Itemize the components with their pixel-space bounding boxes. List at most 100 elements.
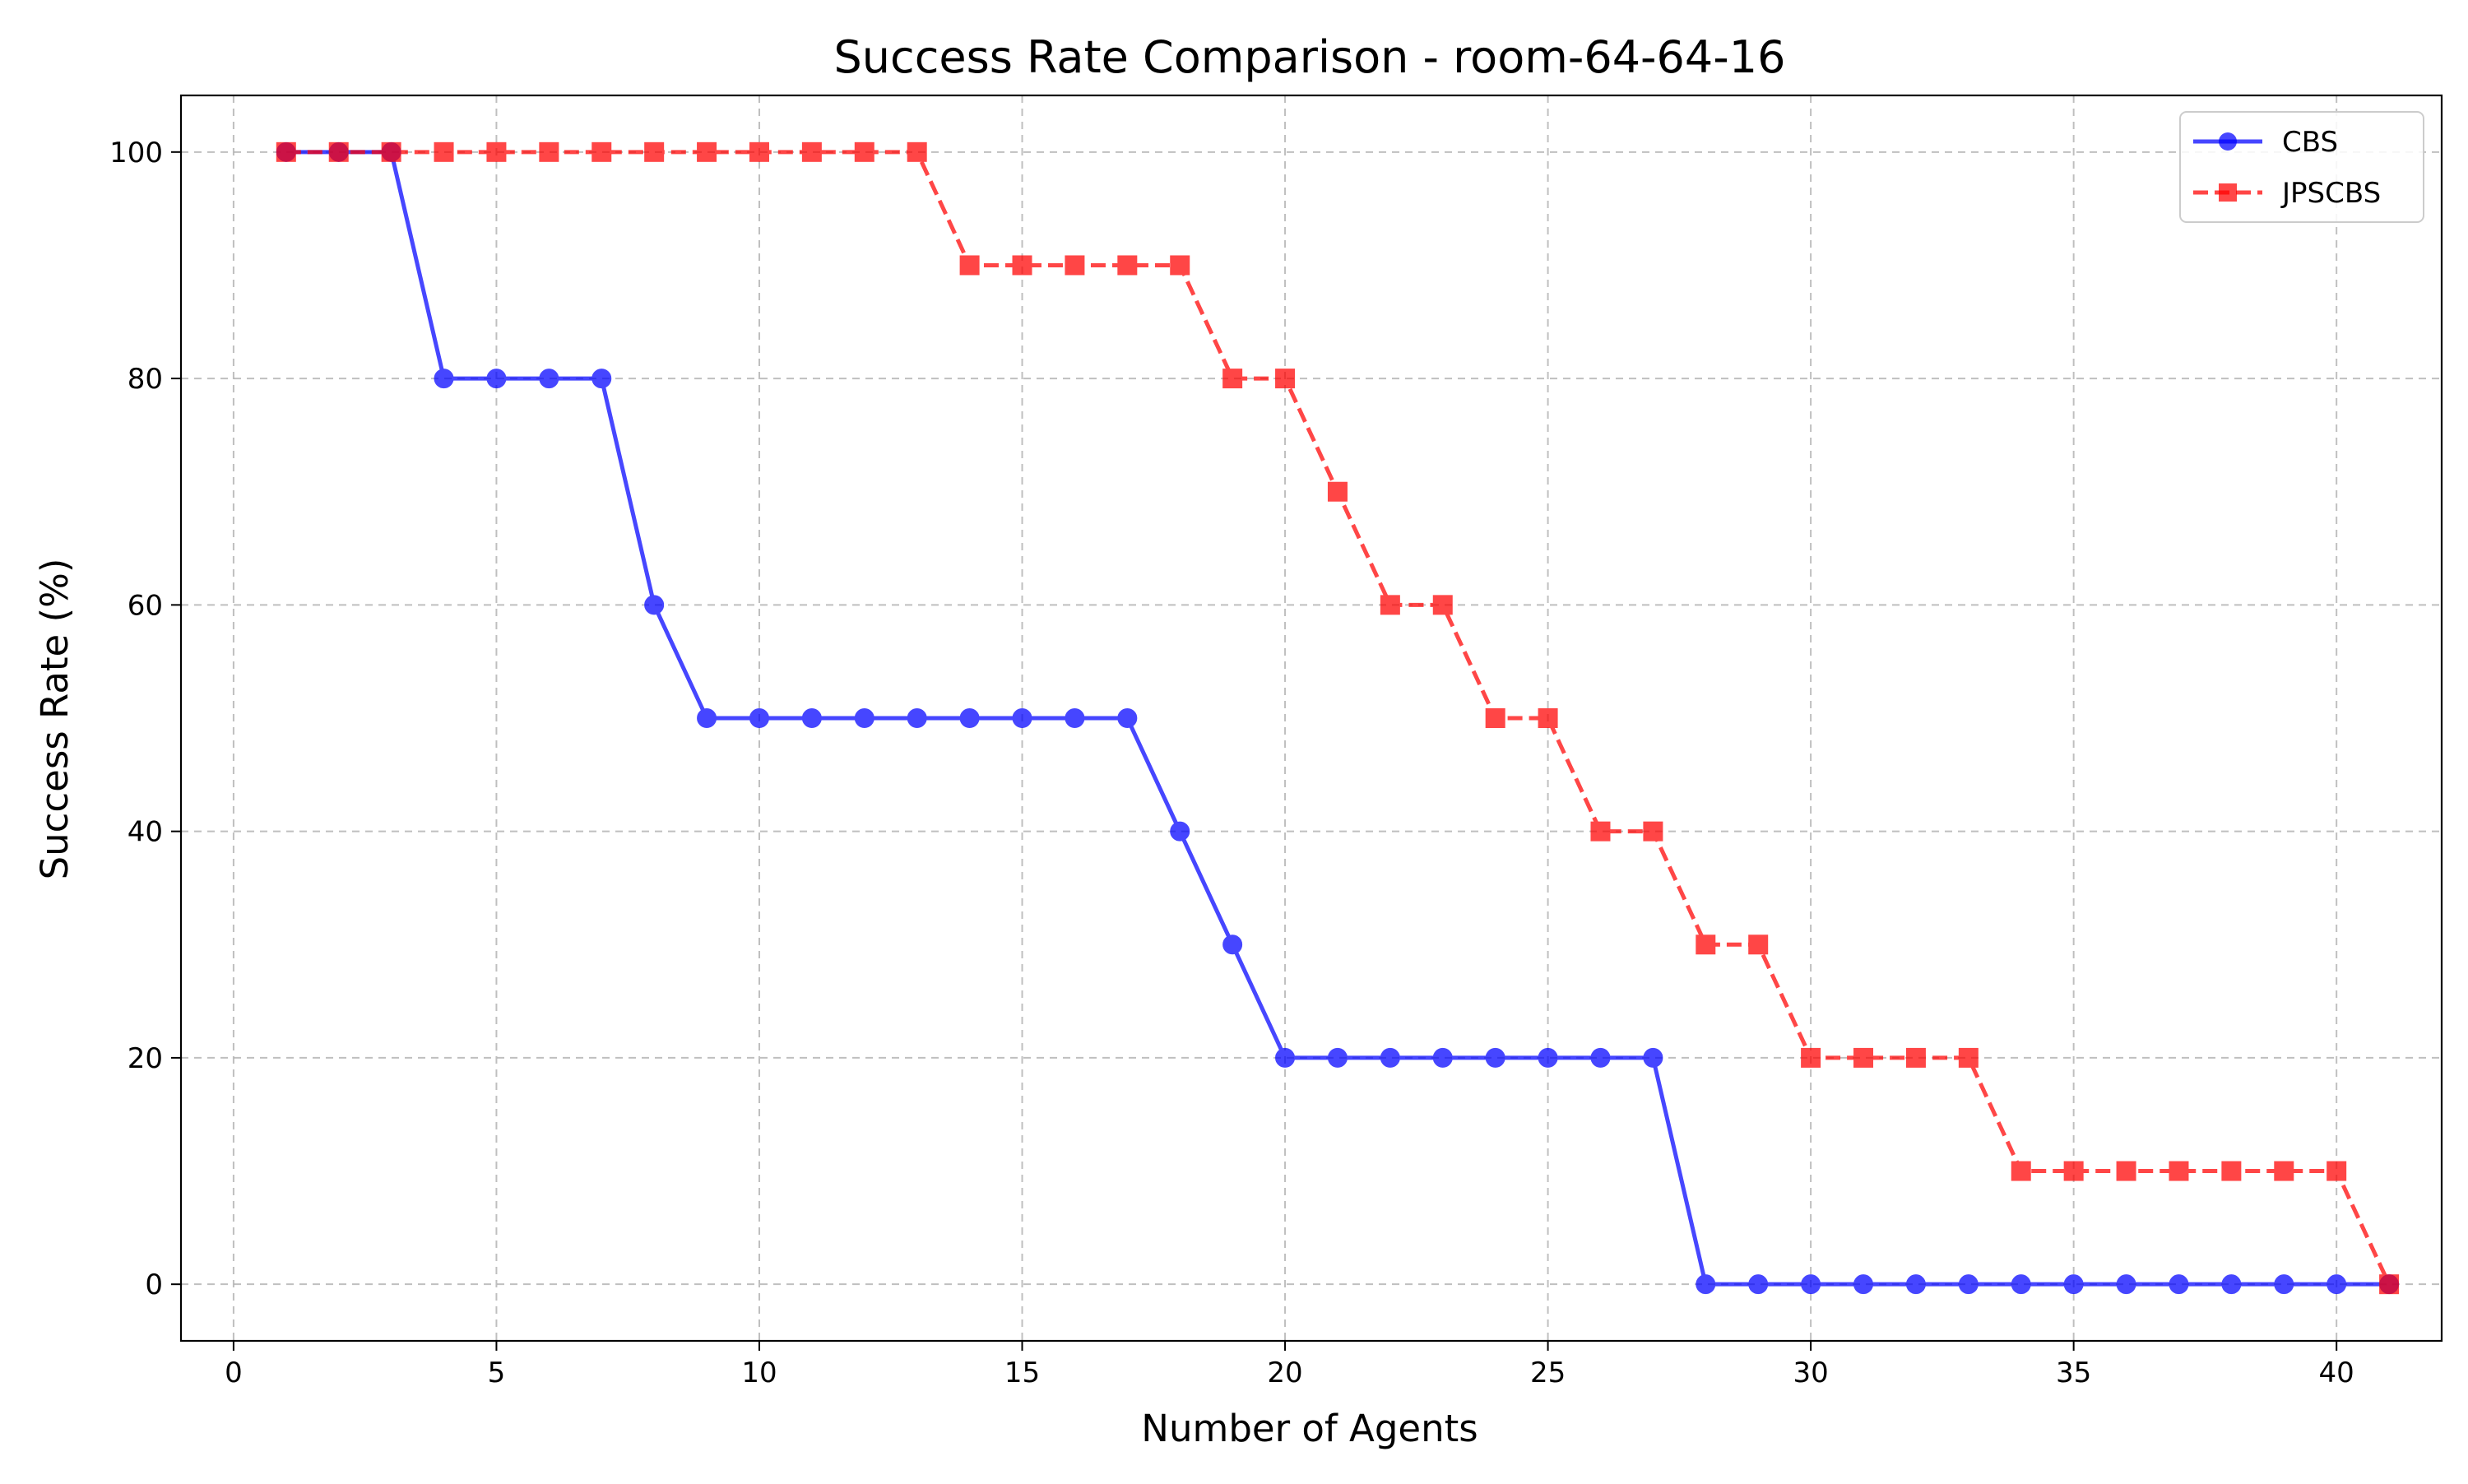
data-point — [1327, 481, 1348, 502]
data-point — [644, 595, 665, 615]
data-point — [1905, 1274, 1926, 1295]
data-point — [1643, 821, 1663, 842]
data-point — [2011, 1161, 2031, 1181]
data-point — [1222, 934, 1243, 955]
legend-item-jpscbs: JPSCBS — [2193, 177, 2381, 210]
data-point — [2221, 1274, 2242, 1295]
y-tick-label: 80 — [128, 363, 163, 396]
y-axis-label: Success Rate (%) — [33, 559, 77, 880]
x-tick-label: 20 — [1267, 1356, 1302, 1389]
data-point — [1065, 708, 1085, 728]
data-point — [854, 141, 874, 162]
data-point — [591, 141, 612, 162]
data-point — [1117, 255, 1138, 276]
series-jpscbs — [276, 141, 2400, 1295]
series-layer — [276, 141, 2400, 1295]
x-tick-label: 35 — [2056, 1356, 2091, 1389]
data-point — [1432, 1047, 1453, 1068]
x-tick-label: 25 — [1530, 1356, 1566, 1389]
data-point — [1853, 1274, 1874, 1295]
data-point — [1170, 255, 1190, 276]
data-point — [2116, 1274, 2136, 1295]
data-point — [1327, 1047, 1348, 1068]
data-point — [486, 141, 507, 162]
data-point — [1801, 1274, 1821, 1295]
data-point — [1696, 1274, 1716, 1295]
data-point — [1643, 1047, 1663, 1068]
data-point — [1275, 1047, 1296, 1068]
data-point — [1748, 1274, 1769, 1295]
data-point — [486, 369, 507, 389]
data-point — [1853, 1047, 1874, 1068]
data-point — [644, 141, 665, 162]
data-point — [2274, 1274, 2294, 1295]
data-point — [1012, 255, 1032, 276]
data-point — [2379, 1274, 2400, 1295]
data-point — [2221, 1161, 2242, 1181]
data-point — [1958, 1047, 1979, 1068]
data-point — [801, 141, 822, 162]
data-point — [697, 141, 717, 162]
x-tick-label: 10 — [741, 1356, 777, 1389]
data-point — [2327, 1274, 2347, 1295]
data-point — [1905, 1047, 1926, 1068]
legend-marker — [2219, 132, 2237, 151]
data-point — [276, 141, 296, 162]
data-point — [1538, 1047, 1558, 1068]
data-point — [1432, 595, 1453, 615]
data-point — [1380, 1047, 1400, 1068]
data-point — [1380, 595, 1400, 615]
data-point — [1065, 255, 1085, 276]
data-point — [2327, 1161, 2347, 1181]
data-point — [749, 141, 769, 162]
data-point — [2274, 1161, 2294, 1181]
data-point — [381, 141, 401, 162]
legend-marker — [2219, 183, 2237, 202]
plot-frame — [179, 94, 2443, 1343]
data-point — [907, 141, 927, 162]
y-tick-label: 40 — [128, 816, 163, 849]
data-point — [2011, 1274, 2031, 1295]
y-tick-label: 0 — [145, 1268, 163, 1301]
data-point — [1748, 934, 1769, 955]
x-axis-label: Number of Agents — [1141, 1407, 1478, 1450]
data-point — [697, 708, 717, 728]
y-tick-label: 60 — [128, 589, 163, 622]
data-point — [2169, 1161, 2189, 1181]
data-point — [2063, 1274, 2084, 1295]
chart-title: Success Rate Comparison - room-64-64-16 — [834, 31, 1786, 83]
data-point — [1117, 708, 1138, 728]
data-point — [539, 369, 559, 389]
data-point — [1485, 1047, 1505, 1068]
y-tick-label: 20 — [128, 1042, 163, 1075]
data-point — [801, 708, 822, 728]
x-tick-label: 40 — [2319, 1356, 2354, 1389]
data-point — [539, 141, 559, 162]
data-point — [959, 255, 980, 276]
data-point — [959, 708, 980, 728]
data-point — [1538, 708, 1558, 728]
legend-label: JPSCBS — [2280, 177, 2381, 210]
data-point — [434, 141, 454, 162]
data-point — [2116, 1161, 2136, 1181]
data-point — [854, 708, 874, 728]
y-tick-label: 100 — [109, 137, 163, 169]
data-point — [2063, 1161, 2084, 1181]
legend-item-cbs: CBS — [2193, 126, 2338, 159]
data-point — [1222, 369, 1243, 389]
x-tick-label: 0 — [225, 1356, 243, 1389]
data-point — [1485, 708, 1505, 728]
x-tick-label: 5 — [488, 1356, 506, 1389]
data-point — [434, 369, 454, 389]
data-point — [1170, 821, 1190, 842]
data-point — [749, 708, 769, 728]
data-point — [591, 369, 612, 389]
data-point — [1012, 708, 1032, 728]
legend: CBS JPSCBS — [2179, 111, 2424, 223]
ticks: 0 5 10 15 20 25 30 35 40 0 20 40 60 80 100 — [109, 137, 2354, 1389]
data-point — [1590, 1047, 1611, 1068]
x-tick-label: 30 — [1793, 1356, 1828, 1389]
data-point — [1696, 934, 1716, 955]
